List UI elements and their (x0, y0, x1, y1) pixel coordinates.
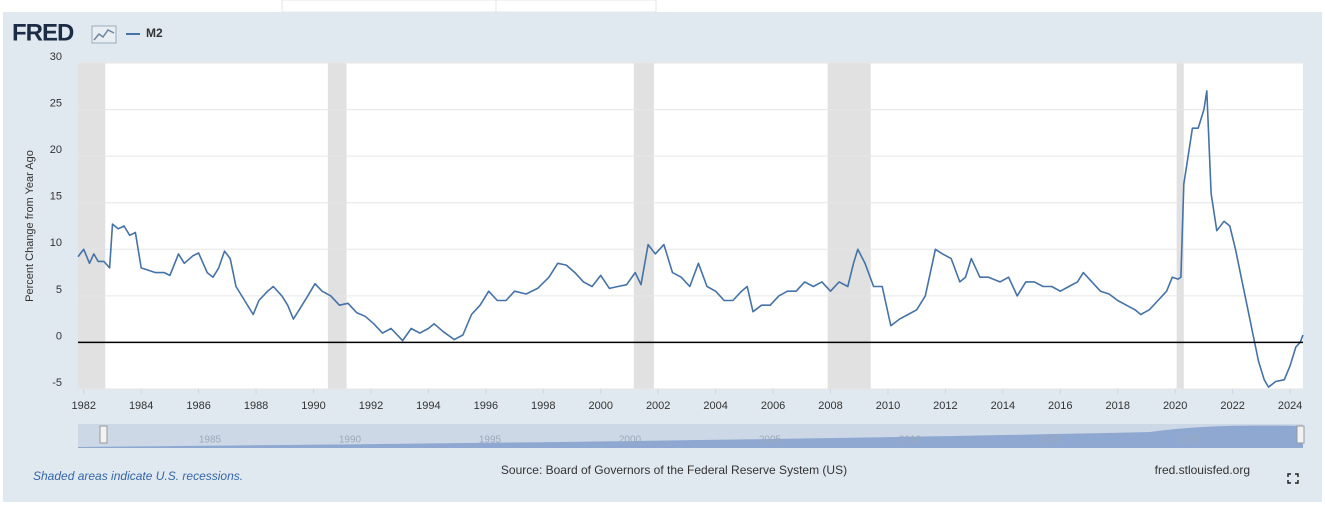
navigator-label: 1990 (339, 435, 362, 446)
tab[interactable] (495, 0, 657, 13)
recession-band (78, 63, 106, 389)
x-tick-label: 2024 (1278, 400, 1302, 412)
x-tick-label: 1982 (72, 400, 96, 412)
y-axis-label: Percent Change from Year Ago (24, 150, 36, 302)
navigator: 1985 1990 1995 2000 2005 2010 2015 2020 (78, 424, 1305, 448)
x-tick-label: 2012 (933, 400, 957, 412)
x-tick-label: 1986 (186, 400, 210, 412)
x-tick-label: 2004 (703, 400, 727, 412)
recession-band (633, 63, 654, 389)
x-tick-label: 2022 (1220, 400, 1244, 412)
navigator-label: 2005 (759, 435, 782, 446)
x-tick-label: 2000 (589, 400, 613, 412)
logo-icon (91, 25, 117, 44)
x-tick-label: 2016 (1048, 400, 1072, 412)
y-tick-label: 25 (50, 97, 62, 109)
y-tick-label: 0 (56, 330, 62, 342)
y-tick-label: 10 (50, 237, 62, 249)
x-tick-label: 1994 (416, 400, 440, 412)
tab[interactable] (281, 0, 497, 13)
x-tick-label: 2002 (646, 400, 670, 412)
x-tick-label: 1996 (474, 400, 498, 412)
y-tick-label: 15 (50, 191, 62, 203)
source: Source: Board of Governors of the Federa… (501, 463, 847, 477)
navigator-label: 2020 (1179, 435, 1202, 446)
y-tick-label: 5 (56, 284, 62, 296)
navigator-label: 2000 (619, 435, 642, 446)
x-tick-label: 1990 (301, 400, 325, 412)
recession-note: Shaded areas indicate U.S. recessions. (33, 469, 243, 483)
y-tick-label: 30 (50, 51, 62, 63)
x-tick-label: 2010 (876, 400, 900, 412)
plot-area (78, 63, 1303, 389)
fullscreen-icon[interactable] (1287, 473, 1299, 484)
navigator-label: 1985 (199, 435, 222, 446)
recession-band (327, 63, 347, 389)
logo: FRED (12, 19, 74, 46)
x-tick-label: 2018 (1105, 400, 1129, 412)
x-tick-label: 1992 (359, 400, 383, 412)
legend-label: M2 (146, 26, 163, 40)
series-line (77, 90, 1304, 388)
navigator-handle[interactable] (1296, 425, 1305, 444)
navigator-label: 1995 (479, 435, 502, 446)
x-tick-label: 2008 (818, 400, 842, 412)
recession-band (1176, 63, 1184, 389)
y-tick-label: 20 (50, 144, 62, 156)
x-tick-label: 1984 (129, 400, 153, 412)
x-tick-label: 2006 (761, 400, 785, 412)
x-tick-label: 1988 (244, 400, 268, 412)
recession-band (827, 63, 871, 389)
x-tick-label: 2020 (1163, 400, 1187, 412)
site[interactable]: fred.stlouisfed.org (1155, 463, 1250, 477)
x-tick-label: 2014 (991, 400, 1015, 412)
navigator-handle[interactable] (99, 425, 108, 444)
x-tick-label: 1998 (531, 400, 555, 412)
navigator-label: 2010 (899, 435, 922, 446)
y-tick-label: -5 (52, 377, 62, 389)
navigator-area (78, 425, 1303, 448)
navigator-label: 2015 (1039, 435, 1062, 446)
